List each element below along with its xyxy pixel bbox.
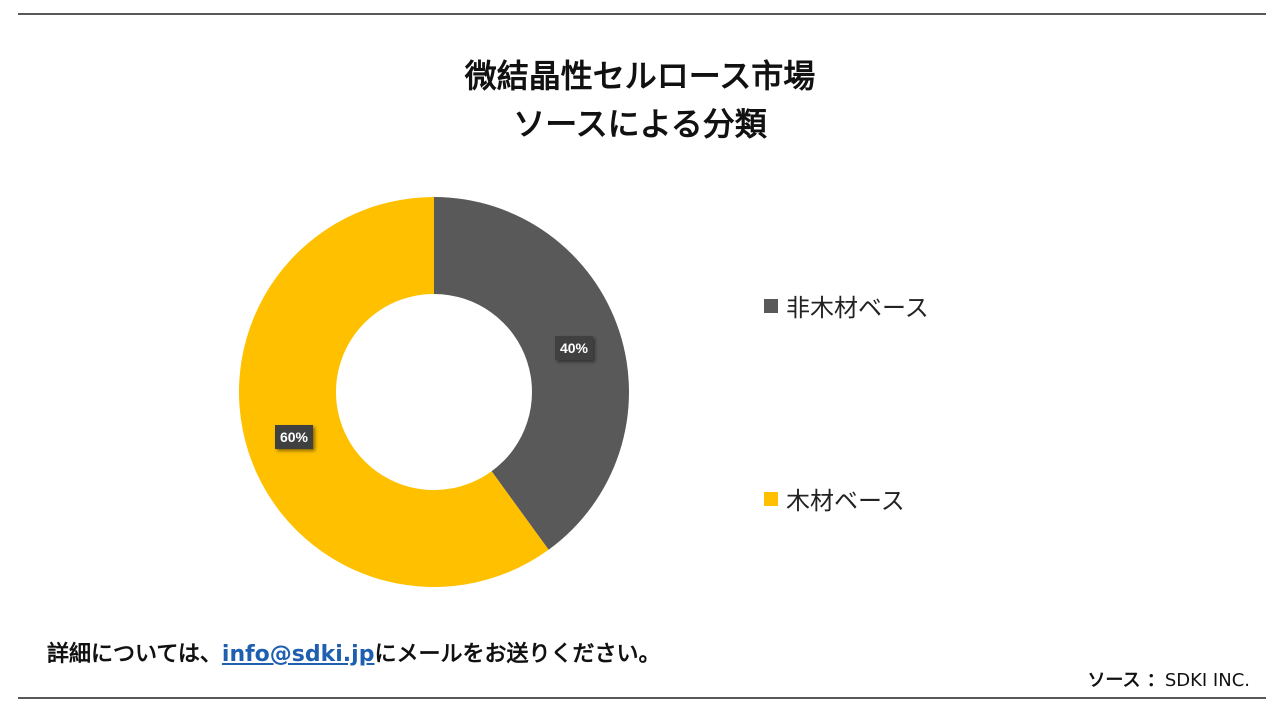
data-label-wood: 60% [275, 425, 313, 449]
legend-item-wood: 木材ベース [764, 481, 905, 516]
source-label: ソース ： [1087, 670, 1165, 691]
svg-text:40%: 40% [560, 340, 589, 356]
legend-swatch-wood [764, 491, 778, 506]
source-credit: ソース ：SDKI INC. [1087, 666, 1250, 692]
chart-title-line2: ソースによる分類 [513, 105, 767, 143]
email-link[interactable]: info@sdki.jp [221, 642, 375, 667]
legend-label-non-wood: 非木材ベース [786, 294, 929, 322]
legend-label-wood: 木材ベース [786, 487, 905, 515]
contact-note-suffix: にメールをお送りください。 [374, 642, 661, 667]
chart-title: 微結晶性セルロース市場 ソースによる分類 [0, 52, 1280, 148]
svg-text:60%: 60% [280, 429, 309, 445]
slice-wood [238, 197, 549, 587]
contact-note: 詳細については、info@sdki.jpにメールをお送りください。 [47, 636, 660, 668]
data-label-non-wood: 40% [555, 336, 593, 360]
legend-swatch-non-wood [764, 298, 778, 313]
bottom-rule [18, 697, 1266, 699]
top-rule [18, 13, 1266, 15]
slice-non-wood [434, 197, 629, 550]
contact-note-prefix: 詳細については、 [47, 642, 222, 667]
source-value: SDKI INC. [1164, 670, 1250, 691]
legend-item-non-wood: 非木材ベース [764, 288, 929, 323]
chart-title-line1: 微結晶性セルロース市場 [464, 57, 816, 95]
